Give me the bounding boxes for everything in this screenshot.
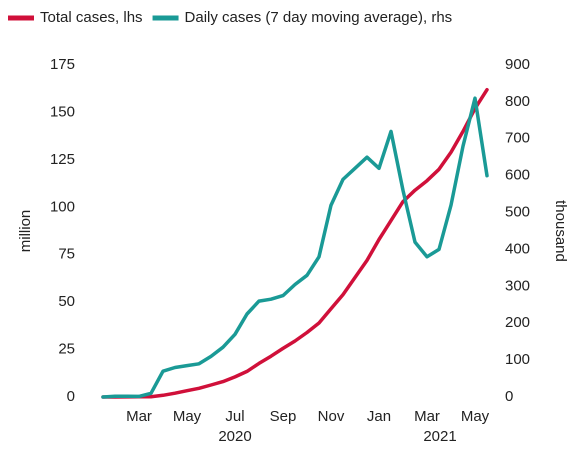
legend-label: Total cases, lhs: [40, 9, 143, 26]
y2-tick-label: 0: [505, 388, 513, 405]
y-tick-label: 125: [50, 151, 75, 168]
y2-tick-label: 800: [505, 93, 530, 110]
y2-axis-title: thousand: [552, 200, 569, 262]
series-line: [101, 87, 489, 399]
x-tick-label: Jan: [367, 408, 391, 425]
y2-tick-label: 300: [505, 277, 530, 294]
y2-tick-label: 100: [505, 351, 530, 368]
x-tick-label: Mar: [126, 408, 152, 425]
y-tick-label: 175: [50, 56, 75, 73]
y2-tick-label: 700: [505, 130, 530, 147]
y-tick-label: 100: [50, 198, 75, 215]
x-tick-label: Sep: [270, 408, 297, 425]
y-tick-label: 25: [58, 341, 75, 358]
x-tick-label: Mar: [414, 408, 440, 425]
legend-label: Daily cases (7 day moving average), rhs: [185, 9, 453, 26]
x-tick-label: May: [461, 408, 490, 425]
y-tick-label: 50: [58, 293, 75, 310]
x-tick-label: May: [173, 408, 202, 425]
x-group-label: 2021: [423, 428, 456, 445]
y2-tick-label: 600: [505, 167, 530, 184]
y2-tick-label: 200: [505, 314, 530, 331]
series-line: [101, 96, 489, 399]
y-tick-label: 0: [67, 388, 75, 405]
y2-tick-label: 900: [505, 56, 530, 73]
y2-tick-label: 500: [505, 204, 530, 221]
y-axis-title: million: [17, 210, 34, 253]
y-tick-label: 150: [50, 103, 75, 120]
x-tick-label: Jul: [225, 408, 244, 425]
x-tick-label: Nov: [318, 408, 345, 425]
y2-tick-label: 400: [505, 240, 530, 257]
y-tick-label: 75: [58, 246, 75, 263]
x-group-label: 2020: [218, 428, 251, 445]
